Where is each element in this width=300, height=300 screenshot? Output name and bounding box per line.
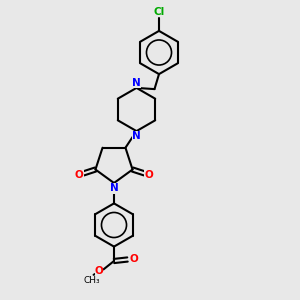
Text: O: O xyxy=(94,266,103,276)
Text: O: O xyxy=(75,170,84,180)
Text: N: N xyxy=(132,78,141,88)
Text: O: O xyxy=(144,170,153,180)
Text: N: N xyxy=(110,183,118,194)
Text: Cl: Cl xyxy=(153,7,165,17)
Text: N: N xyxy=(132,131,141,141)
Text: CH₃: CH₃ xyxy=(84,276,100,285)
Text: O: O xyxy=(129,254,138,264)
